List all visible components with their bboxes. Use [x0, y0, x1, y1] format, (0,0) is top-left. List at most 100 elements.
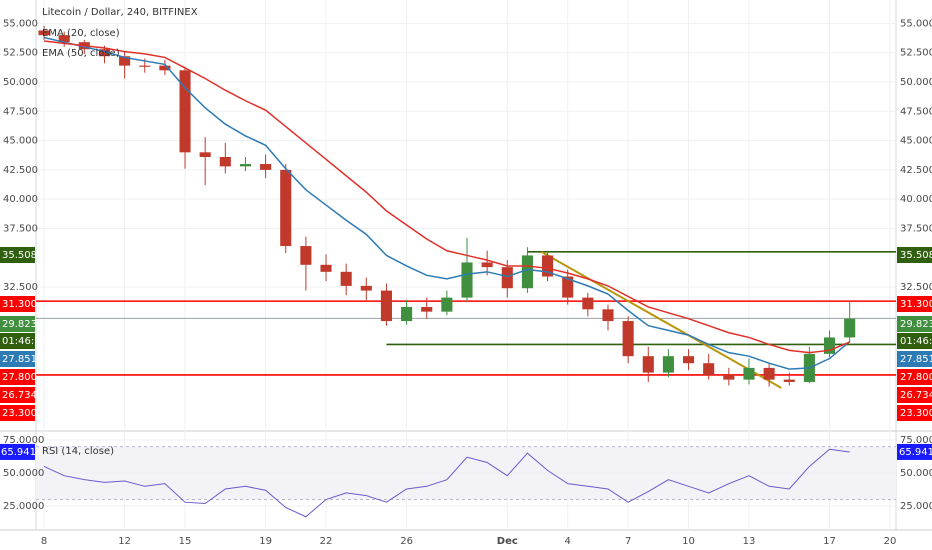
x-tick-label: 17 [823, 536, 836, 547]
y-tick-label: 32.500 [3, 282, 38, 293]
y-tick-label: 52.500 [3, 48, 38, 59]
price-tag [0, 387, 35, 403]
candle-body [239, 164, 251, 167]
price-tag [897, 316, 932, 332]
y-tick-label: 52.500 [900, 48, 932, 59]
price-tag-label: 29.823 [2, 319, 37, 330]
x-tick-label: 19 [259, 536, 272, 547]
candle-body [723, 374, 735, 380]
candle-body [582, 297, 594, 310]
candle-body [219, 157, 231, 167]
y-tick-label: 75.0000 [3, 435, 44, 446]
chart-title: Litecoin / Dollar, 240, BITFINEX [42, 7, 198, 18]
price-tag-label: 31.300 [900, 299, 932, 310]
y-tick-label: 37.500 [3, 223, 38, 234]
price-tag [0, 351, 35, 367]
candle-body [662, 356, 674, 373]
y-tick-label: 75.0000 [900, 435, 932, 446]
rsi-tag [897, 443, 932, 460]
candle-body [823, 337, 836, 354]
price-tag [897, 247, 932, 263]
y-tick-label: 55.000 [3, 18, 38, 29]
y-tick-label: 47.500 [3, 106, 38, 117]
legend-entry: RSI (14, close) [42, 446, 114, 457]
candle-body [521, 255, 533, 289]
x-tick-label: 7 [625, 536, 631, 547]
price-tag-label: 27.851 [900, 354, 932, 365]
ema-line [43, 40, 850, 354]
x-tick-label: 26 [400, 536, 413, 547]
candle-body [159, 65, 171, 71]
y-tick-label: 40.000 [900, 194, 932, 205]
price-tag-label: 29.823 [900, 319, 932, 330]
price-tag [0, 405, 35, 421]
price-tag-label: 23.300 [900, 408, 932, 419]
x-tick-label: 15 [179, 536, 192, 547]
candle-body [360, 285, 372, 291]
candle-body [622, 321, 634, 357]
y-tick-label: 50.0000 [3, 468, 44, 479]
x-tick-label: 4 [565, 536, 571, 547]
candle-body [401, 306, 413, 322]
price-tag [897, 296, 932, 312]
legend-entry: EMA (50, close) [42, 48, 120, 59]
candle-body [542, 255, 554, 277]
y-tick-label: 37.500 [900, 223, 932, 234]
candle-body [642, 356, 654, 373]
candle-body [481, 262, 493, 268]
candle-body [441, 297, 453, 312]
candle-body [58, 35, 70, 43]
candle-body [763, 367, 775, 380]
y-tick-label: 50.0000 [900, 468, 932, 479]
y-tick-label: 45.000 [3, 136, 38, 147]
candle-body [703, 363, 715, 375]
candle-body [98, 49, 111, 57]
candle-body [783, 379, 795, 382]
candle-body [260, 164, 272, 170]
candle-body [380, 290, 392, 322]
candle-body [602, 309, 614, 322]
x-tick-label: 10 [682, 536, 695, 547]
price-tag [897, 351, 932, 367]
y-tick-label: 55.000 [900, 18, 932, 29]
candle-body [119, 56, 131, 66]
price-tag-label: 35.508 [900, 250, 932, 261]
price-tag-label: 35.508 [2, 250, 37, 261]
y-tick-label: 45.000 [900, 136, 932, 147]
y-tick-label: 47.500 [900, 106, 932, 117]
price-tag-label: 23.300 [2, 408, 37, 419]
x-tick-label: 12 [118, 536, 131, 547]
candle-body [300, 246, 312, 265]
candle-body [461, 262, 473, 298]
price-tag-label: 27.800 [2, 372, 37, 383]
price-tag [897, 405, 932, 421]
candle-body [199, 152, 211, 158]
rsi-tag-label: 65.9414 [899, 447, 932, 458]
price-tag [0, 369, 35, 385]
candle-body [179, 70, 191, 153]
x-tick-label: 8 [41, 536, 47, 547]
candle-body [743, 367, 755, 380]
price-tag-label: 26.734 [2, 390, 37, 401]
candle-body [340, 271, 352, 286]
price-tag-label: 31.300 [2, 299, 37, 310]
ema-line [43, 36, 851, 370]
price-tag [0, 296, 35, 312]
price-tag-label: 01:46:06 [900, 336, 932, 347]
candle-body [501, 267, 513, 289]
trend-line [541, 251, 782, 389]
y-tick-label: 25.0000 [900, 501, 932, 512]
y-tick-label: 50.000 [900, 77, 932, 88]
price-tag-label: 26.734 [900, 390, 932, 401]
price-tag [897, 333, 932, 349]
rsi-tag [0, 443, 35, 460]
candle-body [683, 356, 695, 364]
candle-body [38, 30, 50, 36]
price-tag-label: 27.851 [2, 354, 37, 365]
y-tick-label: 42.500 [3, 165, 38, 176]
x-tick-label: 13 [743, 536, 756, 547]
y-tick-label: 50.000 [3, 77, 38, 88]
candle-body [562, 276, 574, 298]
candle-body [320, 264, 332, 272]
